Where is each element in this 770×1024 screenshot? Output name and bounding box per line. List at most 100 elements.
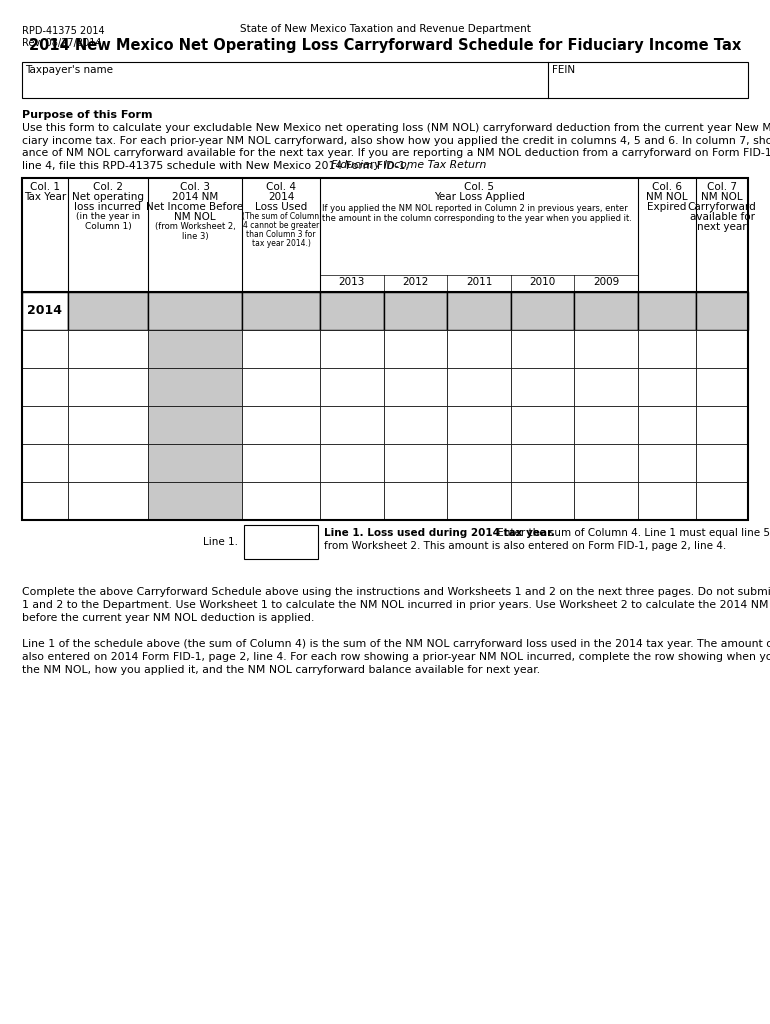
Bar — [242, 368, 320, 406]
Text: line 3): line 3) — [182, 232, 209, 241]
Bar — [148, 330, 242, 368]
Bar — [22, 178, 748, 520]
Text: State of New Mexico Taxation and Revenue Department: State of New Mexico Taxation and Revenue… — [239, 24, 531, 34]
Bar — [638, 292, 696, 330]
Bar — [511, 444, 574, 482]
Bar — [148, 292, 242, 330]
Bar — [574, 406, 638, 444]
Text: ciary income tax. For each prior-year NM NOL carryforward, also show how you app: ciary income tax. For each prior-year NM… — [22, 135, 770, 145]
Bar — [68, 330, 148, 368]
Bar — [511, 330, 574, 368]
Text: RPD-41375 2014: RPD-41375 2014 — [22, 26, 105, 36]
Bar — [696, 330, 748, 368]
Bar — [638, 368, 696, 406]
Bar — [320, 444, 383, 482]
Text: 2014: 2014 — [268, 193, 294, 202]
Bar — [383, 330, 447, 368]
Bar — [242, 444, 320, 482]
Text: available for: available for — [689, 212, 755, 222]
Bar — [383, 482, 447, 520]
Bar — [320, 406, 383, 444]
Text: tax year 2014.): tax year 2014.) — [252, 239, 310, 248]
Text: (from Worksheet 2,: (from Worksheet 2, — [155, 222, 236, 231]
Bar — [148, 482, 242, 520]
Bar — [574, 444, 638, 482]
Bar — [511, 368, 574, 406]
Bar — [22, 62, 748, 98]
Text: Expired: Expired — [648, 202, 687, 212]
Bar — [148, 444, 242, 482]
Bar — [638, 482, 696, 520]
Bar — [68, 368, 148, 406]
Bar — [696, 482, 748, 520]
Bar — [383, 444, 447, 482]
Text: before the current year NM NOL deduction is applied.: before the current year NM NOL deduction… — [22, 613, 314, 623]
Text: Tax Year: Tax Year — [24, 193, 66, 202]
Text: Rev. 08/27/2014: Rev. 08/27/2014 — [22, 38, 102, 48]
Text: Net Income Before: Net Income Before — [146, 202, 243, 212]
Bar — [574, 292, 638, 330]
Text: Col. 7: Col. 7 — [707, 182, 737, 193]
Text: Col. 6: Col. 6 — [652, 182, 682, 193]
Bar — [383, 292, 447, 330]
Bar — [68, 482, 148, 520]
Text: also entered on 2014 Form FID-1, page 2, line 4. For each row showing a prior-ye: also entered on 2014 Form FID-1, page 2,… — [22, 652, 770, 662]
Text: 2014: 2014 — [28, 304, 62, 317]
Bar — [447, 444, 511, 482]
Bar — [574, 482, 638, 520]
Bar — [447, 406, 511, 444]
Text: Use this form to calculate your excludable New Mexico net operating loss (NM NOL: Use this form to calculate your excludab… — [22, 123, 770, 133]
Text: Taxpayer's name: Taxpayer's name — [25, 65, 113, 75]
Bar — [447, 368, 511, 406]
Bar — [22, 444, 68, 482]
Text: 2014 New Mexico Net Operating Loss Carryforward Schedule for Fiduciary Income Ta: 2014 New Mexico Net Operating Loss Carry… — [29, 38, 741, 53]
Bar — [242, 482, 320, 520]
Text: Complete the above Carryforward Schedule above using the instructions and Worksh: Complete the above Carryforward Schedule… — [22, 587, 770, 597]
Bar — [22, 292, 68, 330]
Text: Col. 3: Col. 3 — [180, 182, 210, 193]
Bar — [574, 330, 638, 368]
Text: NM NOL: NM NOL — [174, 212, 216, 222]
Text: Line 1. Loss used during 2014 tax year.: Line 1. Loss used during 2014 tax year. — [324, 528, 554, 538]
Text: NM NOL: NM NOL — [701, 193, 743, 202]
Text: 2009: 2009 — [593, 278, 619, 287]
Bar — [22, 368, 68, 406]
Text: than Column 3 for: than Column 3 for — [246, 230, 316, 239]
Text: ance of NM NOL carryforward available for the next tax year. If you are reportin: ance of NM NOL carryforward available fo… — [22, 148, 770, 158]
Bar — [68, 292, 148, 330]
Text: Fiduciary Income Tax Return: Fiduciary Income Tax Return — [331, 161, 487, 171]
Bar — [242, 330, 320, 368]
Text: 2012: 2012 — [402, 278, 429, 287]
Text: loss incurred: loss incurred — [75, 202, 142, 212]
Text: Column 1): Column 1) — [85, 222, 132, 231]
Bar — [696, 292, 748, 330]
Text: Purpose of this Form: Purpose of this Form — [22, 110, 152, 120]
Bar — [22, 482, 68, 520]
Text: 1 and 2 to the Department. Use Worksheet 1 to calculate the NM NOL incurred in p: 1 and 2 to the Department. Use Worksheet… — [22, 600, 770, 610]
Bar — [22, 406, 68, 444]
Bar — [320, 482, 383, 520]
Text: line 4, file this RPD-41375 schedule with New Mexico 2014 Form FID-1,: line 4, file this RPD-41375 schedule wit… — [22, 161, 413, 171]
Text: the NM NOL, how you applied it, and the NM NOL carryforward balance available fo: the NM NOL, how you applied it, and the … — [22, 665, 540, 675]
Bar — [148, 406, 242, 444]
Bar — [638, 406, 696, 444]
Text: 2014 NM: 2014 NM — [172, 193, 218, 202]
Bar — [68, 406, 148, 444]
Text: Net operating: Net operating — [72, 193, 144, 202]
Bar — [320, 292, 383, 330]
Bar — [511, 406, 574, 444]
Text: If you applied the NM NOL reported in Column 2 in previous years, enter: If you applied the NM NOL reported in Co… — [322, 204, 628, 213]
Bar — [320, 368, 383, 406]
Text: Carryforward: Carryforward — [688, 202, 756, 212]
Text: .: . — [450, 161, 454, 171]
Bar — [696, 444, 748, 482]
Text: 2013: 2013 — [339, 278, 365, 287]
Bar — [447, 330, 511, 368]
Bar — [68, 444, 148, 482]
Bar — [242, 406, 320, 444]
Text: from Worksheet 2. This amount is also entered on Form FID-1, page 2, line 4.: from Worksheet 2. This amount is also en… — [324, 541, 726, 551]
Bar — [447, 292, 511, 330]
Bar — [320, 330, 383, 368]
Text: 4 cannot be greater: 4 cannot be greater — [243, 221, 319, 230]
Text: NM NOL: NM NOL — [646, 193, 688, 202]
